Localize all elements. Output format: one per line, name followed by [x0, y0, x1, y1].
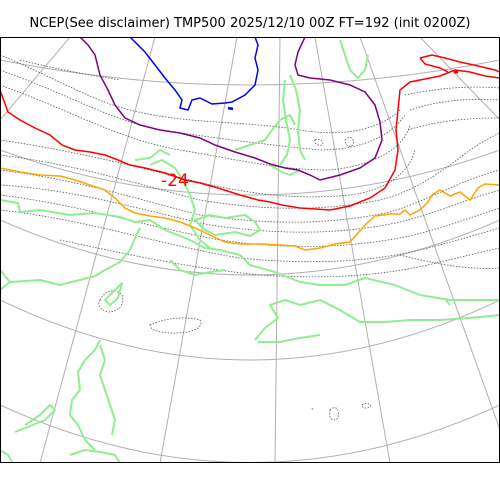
coastlines [0, 39, 500, 463]
isotherm-blue [129, 37, 259, 111]
weather-map: -24 [0, 37, 500, 463]
meridian-lines [0, 37, 500, 463]
isotherm-red [0, 69, 500, 211]
dotted-contours [0, 54, 500, 421]
isotherm-orange [0, 167, 500, 251]
isotherm-purple [79, 37, 383, 181]
chart-title: NCEP(See disclaimer) TMP500 2025/12/10 0… [29, 16, 471, 31]
map-background [0, 37, 500, 463]
map-svg: -24 [0, 37, 500, 463]
contour-label: -24 [161, 171, 189, 191]
